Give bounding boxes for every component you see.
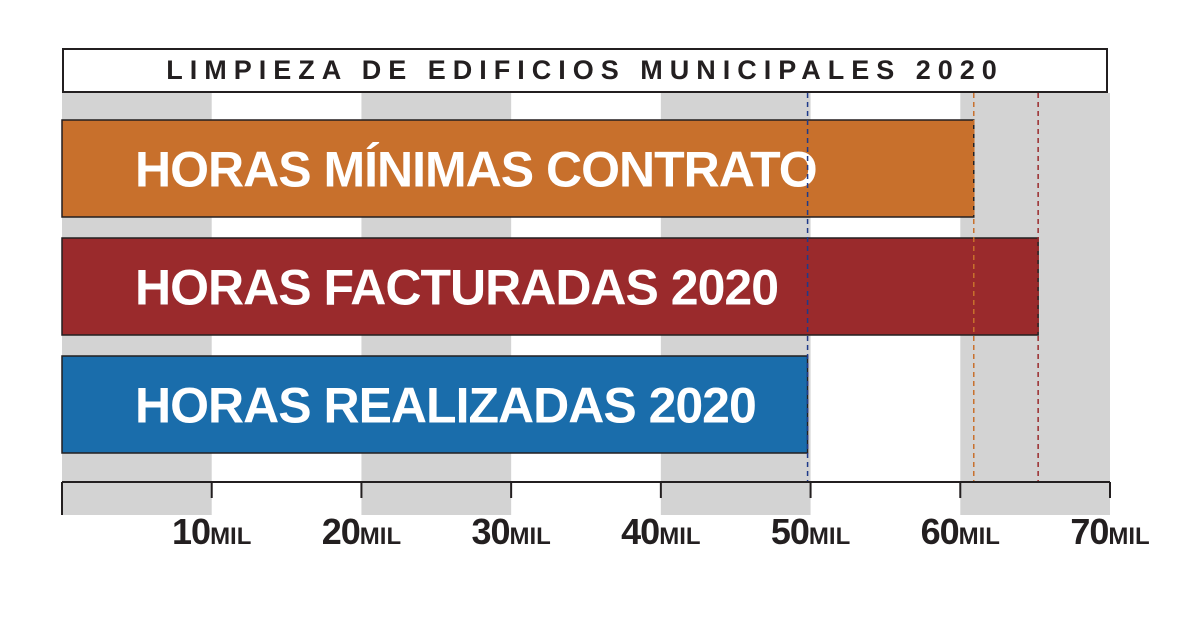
chart-title-box: LIMPIEZA DE EDIFICIOS MUNICIPALES 2020 bbox=[62, 48, 1108, 93]
bar-label: HORAS REALIZADAS 2020 bbox=[135, 378, 756, 434]
x-tick-label: 30MIL bbox=[471, 511, 550, 552]
chart-title: LIMPIEZA DE EDIFICIOS MUNICIPALES 2020 bbox=[166, 55, 1004, 85]
bar-label: HORAS MÍNIMAS CONTRATO bbox=[135, 142, 817, 198]
x-tick-label: 10MIL bbox=[172, 511, 251, 552]
x-tick-label: 50MIL bbox=[771, 511, 850, 552]
bar bbox=[61, 119, 975, 218]
bar-label: HORAS FACTURADAS 2020 bbox=[135, 260, 778, 316]
bar bbox=[61, 237, 1039, 336]
x-tick-label: 60MIL bbox=[921, 511, 1000, 552]
x-tick-label: 20MIL bbox=[322, 511, 401, 552]
bar bbox=[61, 355, 809, 454]
x-tick-label: 40MIL bbox=[621, 511, 700, 552]
x-tick-label: 70MIL bbox=[1070, 511, 1149, 552]
